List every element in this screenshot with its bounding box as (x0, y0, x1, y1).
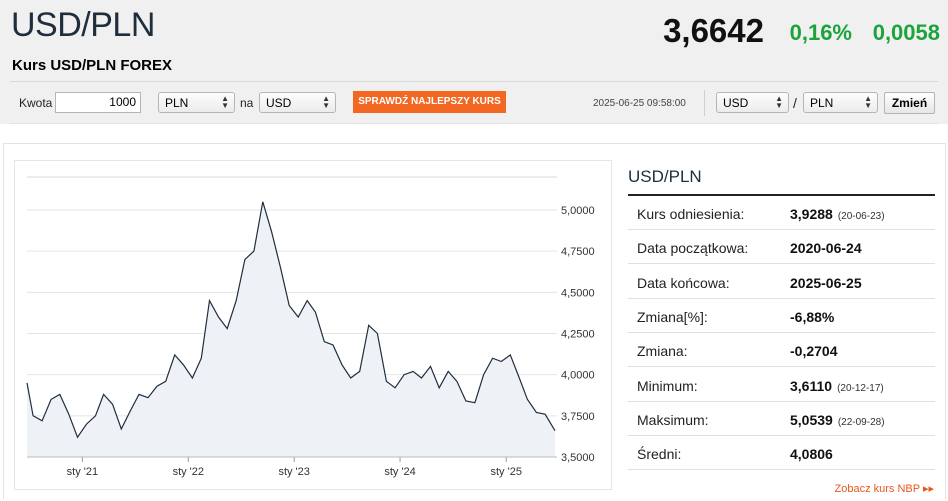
amount-input[interactable]: 1000 (55, 92, 141, 113)
select-arrows-icon: ▲ ▼ (221, 94, 229, 110)
change-absolute: 0,0058 (872, 20, 940, 45)
pair-separator: / (793, 95, 797, 111)
info-title-underline (628, 194, 935, 196)
series-line (26, 201, 556, 439)
chart-svg: 5,0000 4,7500 4,5000 4,2500 4,0000 3,7500 3,50… (26, 176, 595, 478)
toolbar-divider-bottom (10, 123, 938, 124)
info-row: Data początkowa: 2020-06-24 (628, 230, 935, 265)
best-rate-button[interactable]: SPRAWDŹ NAJLEPSZY KURS (353, 91, 506, 113)
y-tick-label: 3,7500 (561, 411, 595, 423)
change-percent: 0,16% (789, 20, 852, 45)
info-row-value: -6,88% (790, 309, 834, 325)
select-arrows-icon: ▲ ▼ (775, 94, 783, 110)
info-row-value: 4,0806 (790, 446, 833, 462)
toolbar-divider (704, 90, 705, 116)
info-row-value-text: 4,0806 (790, 446, 833, 463)
info-row-label: Minimum: (637, 377, 698, 394)
info-row-value-text: -6,88% (790, 308, 835, 325)
info-row: Data końcowa: 2025-06-25 (628, 265, 935, 299)
info-row-label: Data końcowa: (637, 274, 730, 291)
info-row-label: Średni: (637, 446, 682, 463)
info-row-value-text: 3,6110 (790, 377, 833, 394)
to-currency-select[interactable]: USD ▲ ▼ (259, 92, 336, 113)
info-row: Maksimum: 5,0539 (22-09-28) (628, 402, 935, 436)
from-currency-select[interactable]: PLN ▲ ▼ (158, 92, 235, 113)
to-currency-value: USD (266, 96, 292, 110)
info-row-label: Zmiana: (637, 343, 688, 360)
info-row-value: 3,6110 (20-12-17) (790, 378, 884, 394)
base-currency-select[interactable]: USD ▲ ▼ (716, 92, 789, 113)
to-label: na (240, 96, 254, 110)
x-tick-label: sty '22 (173, 466, 204, 478)
info-row: Minimum: 3,6110 (20-12-17) (628, 368, 935, 402)
info-row: Zmiana: -0,2704 (628, 333, 935, 368)
current-price: 3,6642 (663, 12, 764, 49)
info-row-value-text: 2020-06-24 (790, 240, 862, 257)
x-tick-label: sty '23 (278, 466, 309, 478)
info-row-value-text: 2025-06-25 (790, 274, 862, 291)
x-tick-label: sty '25 (491, 466, 522, 478)
y-tick-label: 4,0000 (561, 370, 595, 382)
info-row-value: 2025-06-25 (790, 275, 862, 291)
info-title: USD/PLN (628, 167, 702, 186)
x-tick-label: sty '21 (67, 466, 98, 478)
info-row: Średni: 4,0806 (628, 436, 935, 471)
x-tick-label: sty '24 (384, 466, 415, 478)
page-title: USD/PLN (11, 6, 155, 44)
base-currency-value: USD (723, 96, 749, 110)
info-row-label: Maksimum: (637, 411, 709, 428)
converter-toolbar: Kwota 1000 PLN ▲ ▼ na USD ▲ ▼ SPRAWDŹ NAJL… (0, 86, 948, 120)
y-tick-label: 4,2500 (561, 329, 595, 341)
info-row-label: Data początkowa: (637, 240, 749, 257)
y-tick-label: 4,5000 (561, 287, 595, 299)
info-row: Zmiana[%]: -6,88% (628, 299, 935, 333)
quote-currency-select[interactable]: PLN ▲ ▼ (803, 92, 878, 113)
info-row-value-text: 3,9288 (790, 206, 833, 222)
timestamp: 2025-06-25 09:58:00 (593, 98, 686, 109)
page-subtitle: Kurs USD/PLN FOREX (12, 57, 173, 74)
info-row-value: 3,9288 (20-06-23) (790, 206, 885, 222)
info-row-value-text: 5,0539 (790, 411, 833, 428)
select-arrows-icon: ▲ ▼ (322, 94, 330, 110)
info-row-value: -0,2704 (790, 343, 837, 359)
y-tick-label: 3,5000 (561, 452, 595, 464)
amount-label: Kwota (19, 96, 53, 110)
info-row: Kurs odniesienia: 3,9288 (20-06-23) (628, 196, 935, 230)
y-tick-label: 4,7500 (561, 246, 595, 258)
info-row-label: Zmiana[%]: (637, 308, 708, 325)
info-row-value: 5,0539 (22-09-28) (790, 412, 885, 428)
info-row-value-text: -0,2704 (790, 343, 838, 360)
y-tick-label: 5,0000 (561, 205, 595, 217)
info-row-label: Kurs odniesienia: (637, 206, 745, 222)
info-row-value: 2020-06-24 (790, 240, 862, 256)
select-arrows-icon: ▲ ▼ (864, 94, 872, 110)
info-row-date: (22-09-28) (837, 416, 885, 428)
header-divider (10, 81, 938, 82)
info-row-date: (20-12-17) (837, 382, 884, 394)
from-currency-value: PLN (165, 96, 189, 110)
nbp-rate-link[interactable]: Zobacz kurs NBP ▸▸ (834, 483, 934, 495)
series-area (27, 201, 555, 457)
price-chart[interactable]: 5,0000 4,7500 4,5000 4,2500 4,0000 3,7500 3,50… (14, 160, 612, 490)
info-row-date: (20-06-23) (837, 211, 885, 222)
quote-currency-value: PLN (810, 96, 834, 110)
change-pair-button[interactable]: Zmień (884, 92, 935, 114)
